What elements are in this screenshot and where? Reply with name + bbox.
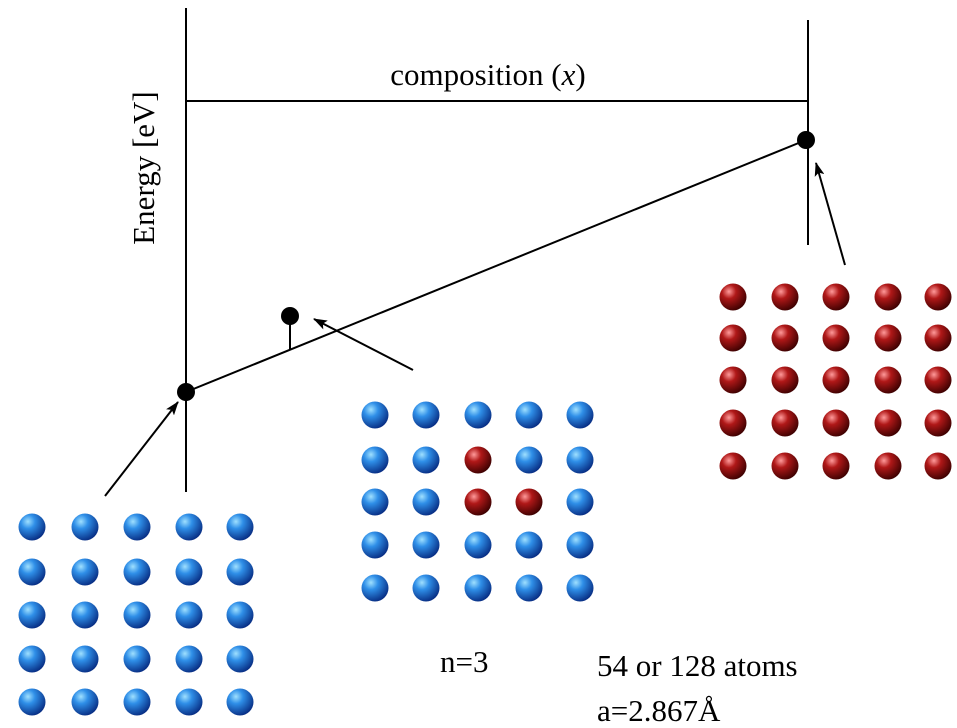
composition-label: composition (x)	[390, 57, 585, 92]
arrow	[816, 163, 845, 265]
atom	[362, 447, 389, 474]
atom	[516, 489, 543, 516]
atom	[516, 532, 543, 559]
atom	[875, 453, 902, 480]
arrow	[314, 319, 413, 370]
diagram: composition (x) Energy [eV] n=3 54 or 12…	[0, 0, 957, 728]
atom	[465, 532, 492, 559]
atom	[176, 514, 203, 541]
atom	[176, 559, 203, 586]
atom	[227, 689, 254, 716]
atom	[465, 447, 492, 474]
atom	[720, 410, 747, 437]
atom	[823, 367, 850, 394]
atom	[925, 367, 952, 394]
atom	[124, 514, 151, 541]
atom	[19, 689, 46, 716]
atom	[567, 447, 594, 474]
atom	[362, 402, 389, 429]
atom	[720, 284, 747, 311]
composition-text: )	[575, 57, 585, 92]
atom	[227, 602, 254, 629]
atom	[567, 402, 594, 429]
atom	[19, 559, 46, 586]
atom	[772, 410, 799, 437]
atom	[516, 447, 543, 474]
atom	[227, 646, 254, 673]
atom	[227, 559, 254, 586]
atom	[413, 402, 440, 429]
atom	[362, 489, 389, 516]
atom	[567, 575, 594, 602]
atom	[176, 689, 203, 716]
atom	[124, 646, 151, 673]
atom	[362, 575, 389, 602]
atom	[124, 689, 151, 716]
atom	[823, 284, 850, 311]
atom	[720, 367, 747, 394]
lattice-label: a=2.867Å	[597, 693, 721, 728]
atom	[772, 453, 799, 480]
atom	[176, 646, 203, 673]
atom	[413, 575, 440, 602]
atom	[413, 532, 440, 559]
atom	[465, 402, 492, 429]
atom	[124, 559, 151, 586]
atom	[875, 325, 902, 352]
atom	[925, 410, 952, 437]
atom	[772, 367, 799, 394]
atom	[772, 325, 799, 352]
atom	[72, 559, 99, 586]
atom	[72, 689, 99, 716]
atom	[720, 325, 747, 352]
n-label: n=3	[440, 644, 488, 679]
atom	[72, 602, 99, 629]
atom	[19, 646, 46, 673]
arrow	[105, 402, 178, 496]
atom	[823, 325, 850, 352]
atom	[176, 602, 203, 629]
atom	[227, 514, 254, 541]
composition-var: x	[561, 57, 576, 92]
atom	[823, 453, 850, 480]
atom	[875, 367, 902, 394]
atom	[19, 602, 46, 629]
atom	[925, 284, 952, 311]
atom	[19, 514, 46, 541]
atom	[772, 284, 799, 311]
energy-label: Energy [eV]	[126, 91, 161, 245]
atom	[72, 514, 99, 541]
composition-text: composition (	[390, 57, 561, 92]
atom	[465, 489, 492, 516]
atom	[465, 575, 492, 602]
atom	[875, 410, 902, 437]
atom	[362, 532, 389, 559]
atom	[823, 410, 850, 437]
atom	[413, 489, 440, 516]
atom	[72, 646, 99, 673]
atom	[124, 602, 151, 629]
atoms-label: 54 or 128 atoms	[597, 648, 798, 683]
atom	[720, 453, 747, 480]
atom	[516, 402, 543, 429]
end-point	[177, 383, 195, 401]
end-point	[797, 131, 815, 149]
atom	[567, 532, 594, 559]
atom	[567, 489, 594, 516]
atom	[925, 325, 952, 352]
tie-line	[186, 140, 806, 392]
atom	[925, 453, 952, 480]
mix-point	[281, 307, 299, 325]
atom	[875, 284, 902, 311]
atom	[413, 447, 440, 474]
atom	[516, 575, 543, 602]
